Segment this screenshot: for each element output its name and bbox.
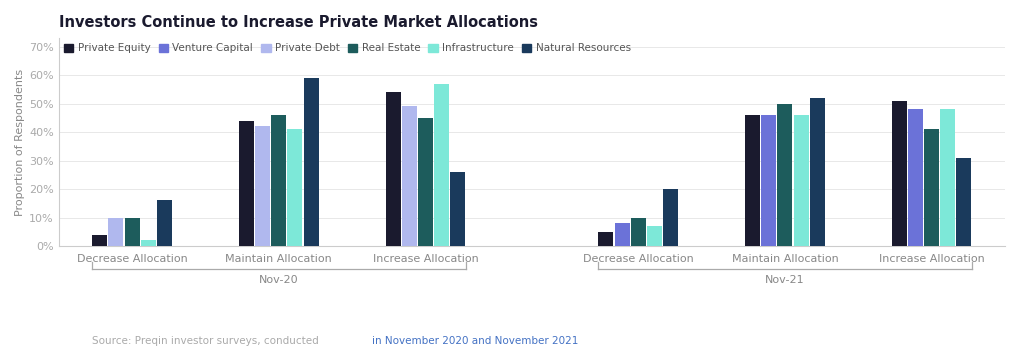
Legend: Private Equity, Venture Capital, Private Debt, Real Estate, Infrastructure, Natu: Private Equity, Venture Capital, Private… <box>64 43 630 53</box>
Bar <box>304 78 318 246</box>
Bar <box>923 129 938 246</box>
Bar <box>662 189 678 246</box>
Bar <box>598 232 612 246</box>
Bar <box>255 126 270 246</box>
Bar <box>646 226 661 246</box>
Bar <box>745 115 759 246</box>
Bar <box>108 218 123 246</box>
Bar <box>907 109 922 246</box>
Bar <box>93 235 107 246</box>
Bar <box>238 121 254 246</box>
Bar <box>124 218 140 246</box>
Bar <box>287 129 303 246</box>
Text: Nov-20: Nov-20 <box>259 274 299 285</box>
Text: Investors Continue to Increase Private Market Allocations: Investors Continue to Increase Private M… <box>59 15 537 30</box>
Bar <box>630 218 645 246</box>
Bar <box>385 92 400 246</box>
Text: Nov-21: Nov-21 <box>764 274 804 285</box>
Bar <box>418 118 433 246</box>
Bar <box>793 115 808 246</box>
Y-axis label: Proportion of Respondents: Proportion of Respondents <box>15 69 25 216</box>
Bar <box>401 106 417 246</box>
Bar <box>449 172 465 246</box>
Text: in November 2020 and November 2021: in November 2020 and November 2021 <box>372 336 578 346</box>
Bar <box>956 158 970 246</box>
Bar <box>776 104 792 246</box>
Bar <box>940 109 955 246</box>
Bar <box>157 201 172 246</box>
Bar <box>809 98 824 246</box>
Bar <box>760 115 775 246</box>
Text: Source: Preqin investor surveys, conducted: Source: Preqin investor surveys, conduct… <box>92 336 321 346</box>
Bar <box>271 115 286 246</box>
Bar <box>141 240 156 246</box>
Bar <box>434 84 448 246</box>
Bar <box>614 223 629 246</box>
Bar <box>891 101 906 246</box>
